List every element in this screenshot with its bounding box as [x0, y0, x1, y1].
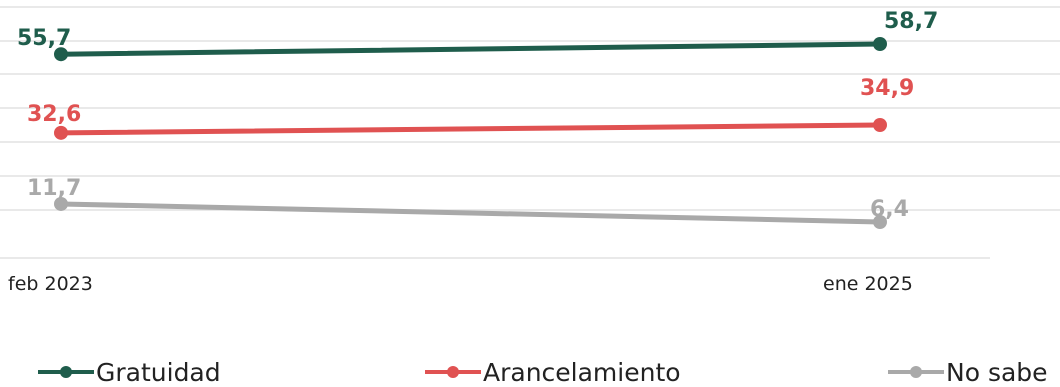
- legend-label: No sabe: [946, 358, 1048, 387]
- series-gratuidad: 55,7 58,7: [17, 9, 938, 62]
- series-line: [58, 122, 883, 136]
- data-point: [54, 196, 68, 211]
- legend: Gratuidad Arancelamiento No sabe: [38, 358, 1048, 387]
- legend-item: No sabe: [888, 358, 1048, 387]
- data-label: 34,9: [860, 76, 914, 101]
- series-layer: 55,7 58,7 32,6 34,9 11,7 6,4: [17, 9, 938, 229]
- legend-swatch-dot: [447, 366, 459, 378]
- gridlines: [0, 6, 1060, 259]
- series-line: [58, 201, 883, 225]
- series-arancelamiento: 32,6 34,9: [27, 76, 914, 140]
- series-no-sabe: 11,7 6,4: [27, 176, 909, 229]
- series-line: [58, 41, 883, 57]
- data-label: 58,7: [884, 9, 938, 34]
- data-point: [873, 37, 887, 51]
- data-point: [873, 118, 887, 133]
- x-axis: feb 2023 ene 2025: [8, 273, 913, 295]
- x-tick-label: feb 2023: [8, 273, 93, 295]
- legend-item: Gratuidad: [38, 358, 221, 387]
- data-label: 32,6: [27, 102, 81, 127]
- data-point: [54, 125, 68, 140]
- legend-item: Arancelamiento: [425, 358, 681, 387]
- legend-swatch-dot: [910, 366, 922, 378]
- legend-swatch-dot: [60, 366, 72, 378]
- data-label: 6,4: [870, 197, 909, 222]
- data-point: [54, 47, 68, 62]
- legend-label: Gratuidad: [96, 358, 221, 387]
- data-point: [873, 215, 887, 229]
- x-tick-label: ene 2025: [823, 273, 913, 295]
- data-label: 11,7: [27, 176, 81, 201]
- data-label: 55,7: [17, 26, 71, 51]
- legend-label: Arancelamiento: [483, 358, 681, 387]
